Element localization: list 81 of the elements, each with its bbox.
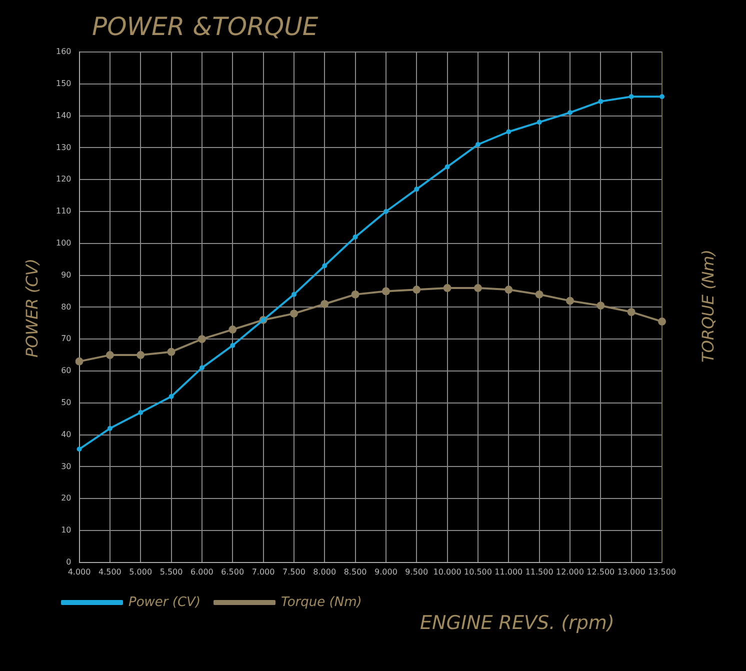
x-tick-label: 5.500 <box>160 567 183 576</box>
point <box>106 351 114 360</box>
point <box>443 284 452 292</box>
y-axis-title: POWER (CV) <box>22 258 42 358</box>
point <box>107 426 112 431</box>
point <box>596 302 605 310</box>
x-tick-label: 8.500 <box>344 567 367 576</box>
x-tick-label: 4.000 <box>68 567 91 576</box>
y-tick-label: 80 <box>61 302 72 312</box>
x-tick-label: 6.000 <box>190 567 214 576</box>
point <box>136 351 145 360</box>
point <box>660 94 664 100</box>
x-tick-label: 7.500 <box>282 567 306 576</box>
point <box>566 296 574 305</box>
x-tick-label: 10.500 <box>464 567 492 576</box>
point <box>291 292 296 297</box>
point <box>412 286 421 294</box>
x-tick-label: 11.500 <box>525 567 554 576</box>
x-tick-label: 13.500 <box>648 567 676 576</box>
y-tick-label: 20 <box>61 494 72 503</box>
y2-axis-title: TORQUE (Nm) <box>698 249 718 363</box>
y-tick-label: 0 <box>66 557 72 566</box>
y-tick-label: 130 <box>56 142 72 152</box>
point <box>167 348 176 356</box>
point <box>382 287 390 296</box>
x-tick-label: 12.500 <box>586 567 615 576</box>
point <box>598 98 604 104</box>
point <box>444 164 450 170</box>
point <box>75 357 84 366</box>
x-tick-label: 13.000 <box>617 567 646 576</box>
y-tick-label: 150 <box>56 78 72 88</box>
point <box>535 290 544 298</box>
point <box>198 335 206 344</box>
x-tick-label: 12.000 <box>556 567 584 576</box>
x-tick-label: 5.000 <box>129 567 152 576</box>
point <box>506 129 512 134</box>
point <box>536 120 542 125</box>
point <box>414 186 420 192</box>
point <box>351 290 360 298</box>
y-tick-label: 50 <box>61 398 72 407</box>
x-tick-label: 7.000 <box>252 567 275 576</box>
x-axis-title: ENGINE REVS. (rpm) <box>420 612 614 634</box>
y-tick-label: 60 <box>61 366 72 376</box>
point <box>168 394 174 400</box>
point <box>504 286 513 294</box>
point <box>658 318 666 326</box>
legend-label: Torque (Nm) <box>281 594 362 610</box>
chart-title: POWER &TORQUE <box>92 12 318 41</box>
point <box>138 410 144 415</box>
y-tick-label: 120 <box>56 174 72 184</box>
x-tick-label: 4.500 <box>98 567 122 576</box>
y-tick-label: 110 <box>56 206 72 216</box>
x-tick-label: 6.500 <box>221 567 244 576</box>
point <box>474 284 482 292</box>
x-tick-label: 8.000 <box>313 567 336 576</box>
point <box>290 310 298 318</box>
y-tick-label: 40 <box>61 430 72 439</box>
x-tick-label: 11.000 <box>494 567 523 576</box>
y-tick-label: 90 <box>61 270 72 280</box>
y-tick-label: 10 <box>61 526 72 535</box>
legend-label: Power (CV) <box>128 594 201 610</box>
y-tick-label: 140 <box>56 110 72 120</box>
y-tick-label: 100 <box>56 238 72 248</box>
point <box>320 300 329 308</box>
point <box>230 342 236 348</box>
y-tick-label: 30 <box>61 462 72 471</box>
x-tick-label: 9.500 <box>405 567 428 576</box>
point <box>628 94 634 100</box>
point <box>383 209 388 214</box>
point <box>352 234 358 240</box>
point <box>76 446 82 452</box>
point <box>228 326 237 334</box>
point <box>627 308 636 316</box>
point <box>322 263 328 268</box>
point <box>199 365 204 370</box>
y-tick-label: 70 <box>61 334 72 344</box>
point <box>475 142 480 148</box>
y-tick-label: 160 <box>56 47 72 56</box>
point <box>567 110 572 116</box>
x-tick-label: 10.000 <box>433 567 462 576</box>
x-tick-label: 9.000 <box>374 567 398 576</box>
